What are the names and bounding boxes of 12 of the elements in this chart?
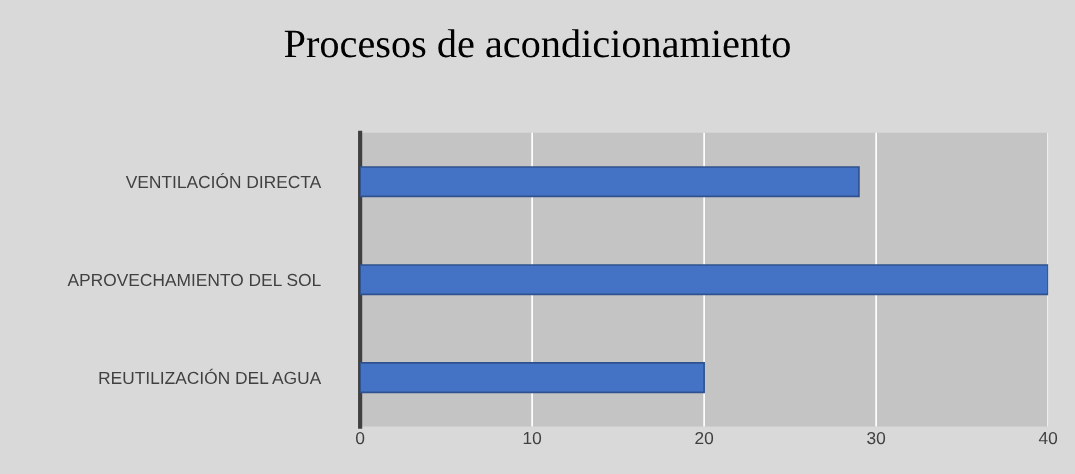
bar [360,264,1049,296]
x-tick-label: 20 [695,431,714,445]
x-tick-label: 10 [523,431,542,445]
bar [360,362,705,394]
chart-title: Procesos de acondicionamiento [284,29,790,58]
y-tick-label: REUTILIZACIÓN DEL AGUA [99,368,322,385]
bar [360,166,860,198]
x-tick-label: 0 [355,431,365,445]
y-tick-label: APROVECHAMIENTO DEL SOL [67,273,321,287]
y-tick-label: VENTILACIÓN DIRECTA [125,172,322,189]
x-tick-label: 40 [1038,431,1058,445]
x-tick-label: 30 [867,431,886,445]
